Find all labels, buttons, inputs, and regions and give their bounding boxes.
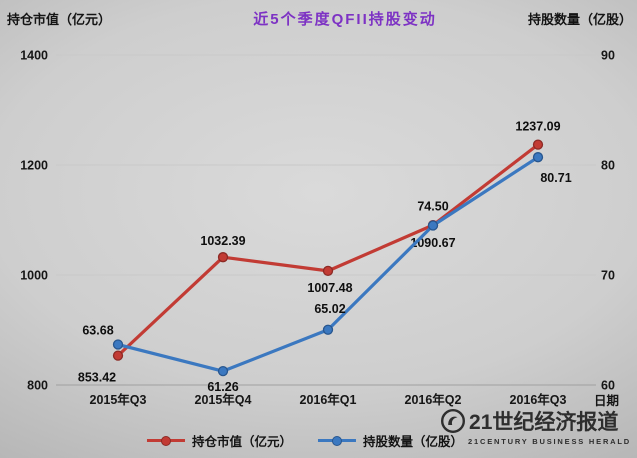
legend-item-market-value: 持仓市值（亿元） bbox=[146, 431, 292, 450]
right-axis-tick-label: 80 bbox=[601, 159, 615, 173]
watermark-cn-text: 21世纪经济报道 bbox=[469, 411, 619, 434]
legend-marker-market-value-icon bbox=[146, 435, 185, 446]
data-point-shares bbox=[532, 152, 544, 163]
series-line-market-value bbox=[116, 143, 540, 358]
data-label-market-value: 1237.09 bbox=[515, 120, 560, 134]
data-label-shares: 61.26 bbox=[207, 380, 238, 394]
data-point-shares bbox=[112, 339, 124, 350]
watermark: 21世纪经济报道 21CENTURY BUSINESS HERALD bbox=[440, 406, 631, 446]
data-point-market-value bbox=[322, 265, 334, 277]
data-label-shares: 74.50 bbox=[417, 200, 448, 214]
x-axis-tick-label: 2015年Q4 bbox=[195, 392, 252, 407]
data-label-market-value: 853.42 bbox=[78, 371, 116, 385]
right-axis-tick-label: 70 bbox=[601, 269, 615, 283]
data-point-market-value bbox=[532, 139, 544, 150]
watermark-en-text: 21CENTURY BUSINESS HERALD bbox=[468, 437, 631, 446]
x-axis-tick-label: 2015年Q3 bbox=[90, 392, 147, 407]
data-point-shares bbox=[217, 365, 229, 377]
data-label-shares: 63.68 bbox=[82, 324, 113, 338]
data-label-market-value: 1007.48 bbox=[307, 281, 352, 295]
series-line-shares bbox=[116, 155, 540, 373]
legend-label-shares: 持股数量（亿股） bbox=[363, 435, 464, 449]
right-axis-tick-label: 60 bbox=[601, 379, 615, 393]
left-axis-tick-label: 800 bbox=[27, 379, 48, 393]
legend-item-shares: 持股数量（亿股） bbox=[318, 431, 463, 450]
right-axis-title: 持股数量（亿股） bbox=[527, 12, 632, 27]
left-axis-title: 持仓市值（亿元） bbox=[7, 12, 112, 27]
data-point-market-value bbox=[217, 252, 229, 263]
data-point-market-value bbox=[112, 350, 124, 361]
data-point-shares bbox=[322, 324, 334, 335]
left-axis-tick-label: 1400 bbox=[20, 49, 48, 63]
x-axis-title: 日期 bbox=[594, 393, 619, 408]
chart-legend: 持仓市值（亿元） 持股数量（亿股） bbox=[146, 431, 463, 450]
left-axis-tick-label: 1000 bbox=[20, 269, 48, 283]
herald-logo-icon bbox=[441, 408, 466, 434]
legend-label-market-value: 持仓市值（亿元） bbox=[191, 435, 292, 449]
x-axis-tick-label: 2016年Q1 bbox=[300, 392, 357, 407]
chart-title: 近5个季度QFII持股变动 bbox=[253, 11, 437, 28]
right-axis-tick-label: 90 bbox=[601, 49, 615, 63]
data-label-shares: 65.02 bbox=[314, 302, 345, 316]
data-point-shares bbox=[427, 220, 439, 231]
data-label-shares: 80.71 bbox=[540, 171, 571, 185]
left-axis-tick-label: 1200 bbox=[20, 159, 48, 173]
x-axis-tick-label: 2016年Q2 bbox=[405, 392, 462, 407]
x-axis-tick-label: 2016年Q3 bbox=[510, 392, 567, 407]
data-label-market-value: 1090.67 bbox=[410, 236, 455, 250]
legend-marker-shares-icon bbox=[318, 435, 356, 446]
data-label-market-value: 1032.39 bbox=[200, 234, 245, 248]
